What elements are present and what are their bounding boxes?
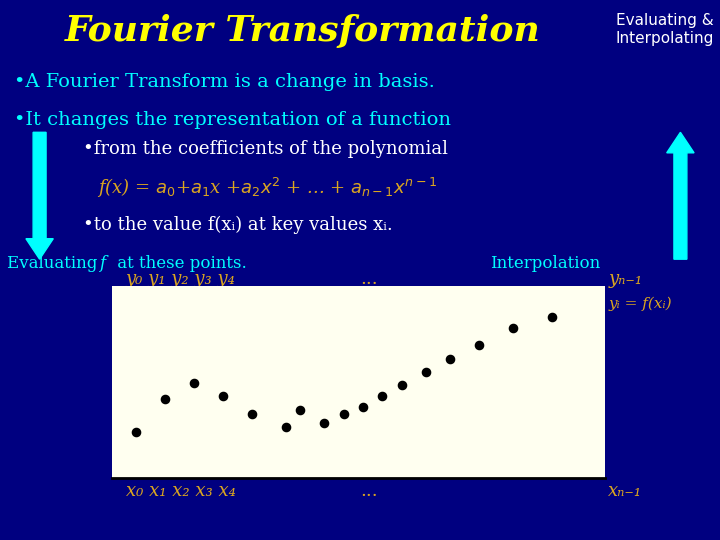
Text: y₀ y₁ y₂ y₃ y₄: y₀ y₁ y₂ y₃ y₄: [126, 270, 236, 288]
Point: [396, 381, 408, 389]
Text: Evaluating &
Interpolating: Evaluating & Interpolating: [616, 14, 714, 46]
Text: x₀ x₁ x₂ x₃ x₄: x₀ x₁ x₂ x₃ x₄: [126, 482, 236, 500]
Point: [159, 395, 171, 404]
Point: [473, 340, 485, 349]
Point: [217, 392, 228, 400]
Point: [338, 410, 349, 418]
Text: Interpolation: Interpolation: [490, 255, 600, 272]
Point: [188, 379, 199, 387]
FancyArrow shape: [667, 132, 694, 259]
Point: [130, 428, 142, 436]
Point: [318, 419, 330, 428]
Point: [546, 313, 557, 321]
Text: at these points.: at these points.: [112, 255, 246, 272]
Text: •to the value f(xᵢ) at key values xᵢ.: •to the value f(xᵢ) at key values xᵢ.: [83, 216, 392, 234]
Text: yᵢ = f(xᵢ): yᵢ = f(xᵢ): [608, 297, 672, 312]
Point: [357, 402, 369, 411]
Text: f(x) = $a_0$+$a_1$x +$a_2$$x^2$ + ... + $a_{n-1}$$x^{n-1}$: f(x) = $a_0$+$a_1$x +$a_2$$x^2$ + ... + …: [97, 176, 437, 200]
FancyArrow shape: [26, 132, 53, 259]
Point: [280, 422, 292, 431]
Text: xₙ₋₁: xₙ₋₁: [608, 482, 642, 500]
Text: yₙ₋₁: yₙ₋₁: [608, 270, 642, 288]
Point: [377, 392, 388, 400]
Text: Fourier Transformation: Fourier Transformation: [65, 14, 540, 48]
Text: ...: ...: [360, 270, 377, 288]
Point: [294, 406, 306, 415]
Text: •A Fourier Transform is a change in basis.: •A Fourier Transform is a change in basi…: [14, 73, 436, 91]
Text: ...: ...: [360, 482, 377, 500]
Text: f: f: [99, 255, 105, 272]
Point: [420, 368, 432, 376]
Point: [507, 324, 518, 333]
Text: •from the coefficients of the polynomial: •from the coefficients of the polynomial: [83, 140, 448, 158]
Point: [246, 410, 258, 418]
Point: [444, 355, 456, 363]
Text: •It changes the representation of a function: •It changes the representation of a func…: [14, 111, 451, 129]
Text: Evaluating: Evaluating: [7, 255, 103, 272]
